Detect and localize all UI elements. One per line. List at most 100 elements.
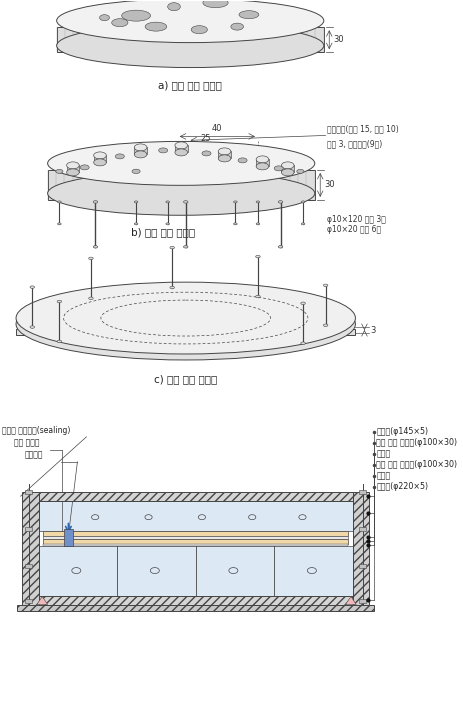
Ellipse shape [88,297,93,300]
Text: 스페이서: 스페이서 [25,451,44,460]
Polygon shape [134,147,147,154]
Ellipse shape [238,11,258,19]
Ellipse shape [218,155,231,162]
Ellipse shape [183,201,188,203]
Ellipse shape [300,223,304,225]
Ellipse shape [67,169,79,176]
Ellipse shape [201,151,211,156]
Ellipse shape [30,326,34,328]
Bar [38,491,352,501]
Bar [358,490,365,494]
Ellipse shape [165,223,169,225]
Ellipse shape [134,223,138,225]
Polygon shape [256,159,268,166]
Polygon shape [56,27,323,52]
Bar [25,564,32,568]
Text: 하부 투수 시험편(φ100×30): 하부 투수 시험편(φ100×30) [375,460,456,470]
Ellipse shape [296,170,303,173]
Ellipse shape [93,246,98,248]
Text: 3: 3 [370,325,375,334]
Ellipse shape [16,282,355,354]
Bar [25,598,32,603]
Text: 스페이서(직경 15, 높이 10): 스페이서(직경 15, 높이 10) [327,125,398,134]
Ellipse shape [300,342,305,344]
Ellipse shape [175,149,187,156]
Ellipse shape [169,246,174,249]
Text: 투명 테이프: 투명 테이프 [14,439,40,448]
Ellipse shape [56,0,323,43]
Text: 25: 25 [200,134,211,144]
Ellipse shape [175,142,187,149]
Ellipse shape [256,223,259,225]
Ellipse shape [278,246,282,248]
Bar [38,501,352,531]
Text: 직경 3, 관통구멍(9개): 직경 3, 관통구멍(9개) [327,139,382,148]
Ellipse shape [121,10,150,21]
Bar [25,527,32,531]
Bar [352,491,368,612]
Ellipse shape [238,158,247,163]
Ellipse shape [300,302,305,305]
Ellipse shape [80,165,89,170]
Ellipse shape [57,201,61,203]
Ellipse shape [255,295,260,298]
Polygon shape [175,146,187,152]
Ellipse shape [16,288,355,360]
Ellipse shape [93,201,98,203]
Text: c) 투수 시험 보조판: c) 투수 시험 보조판 [154,374,217,384]
Bar [358,598,365,603]
Text: 누름판(φ145×5): 누름판(φ145×5) [375,427,427,436]
Ellipse shape [233,223,237,225]
Ellipse shape [48,142,314,185]
Polygon shape [48,170,314,200]
Ellipse shape [256,201,259,203]
Text: 상부 투수 시험편(φ100×30): 상부 투수 시험편(φ100×30) [375,439,456,447]
Ellipse shape [57,223,61,225]
Ellipse shape [169,287,174,289]
Ellipse shape [231,23,243,30]
Ellipse shape [300,201,304,203]
Ellipse shape [100,15,109,20]
Ellipse shape [256,156,268,163]
Ellipse shape [255,256,260,258]
Text: 30: 30 [324,180,335,189]
Ellipse shape [134,201,138,203]
Ellipse shape [256,163,268,170]
Bar [25,490,32,494]
Ellipse shape [112,19,128,27]
Polygon shape [67,165,79,172]
Ellipse shape [218,148,231,155]
Text: a) 상부 투수 시험편: a) 상부 투수 시험편 [158,80,222,91]
Ellipse shape [67,162,79,169]
Ellipse shape [56,170,63,173]
Ellipse shape [115,154,124,159]
Ellipse shape [48,171,314,215]
Bar [43,536,347,539]
Ellipse shape [183,246,188,248]
Text: 실란트 방수처리(sealing): 실란트 방수처리(sealing) [2,426,71,435]
Polygon shape [281,165,294,172]
Ellipse shape [145,22,166,31]
Ellipse shape [94,159,106,166]
Text: 40: 40 [212,125,222,134]
Ellipse shape [88,257,93,260]
Bar [358,564,365,568]
Bar [17,605,374,612]
Ellipse shape [57,300,62,303]
Ellipse shape [134,144,147,151]
Text: φ10×20 볼트 6개: φ10×20 볼트 6개 [327,225,381,234]
Bar [358,527,365,531]
Polygon shape [37,596,48,605]
Text: 지지판(φ220×5): 지지판(φ220×5) [375,482,427,491]
Ellipse shape [132,169,140,174]
Ellipse shape [281,169,294,176]
Polygon shape [345,596,356,605]
Ellipse shape [158,148,167,153]
Ellipse shape [56,24,323,68]
Polygon shape [218,151,231,158]
Text: 실링재: 실링재 [375,449,389,458]
Bar [43,539,347,543]
Ellipse shape [278,201,282,203]
Bar [43,543,347,546]
Polygon shape [16,329,355,335]
